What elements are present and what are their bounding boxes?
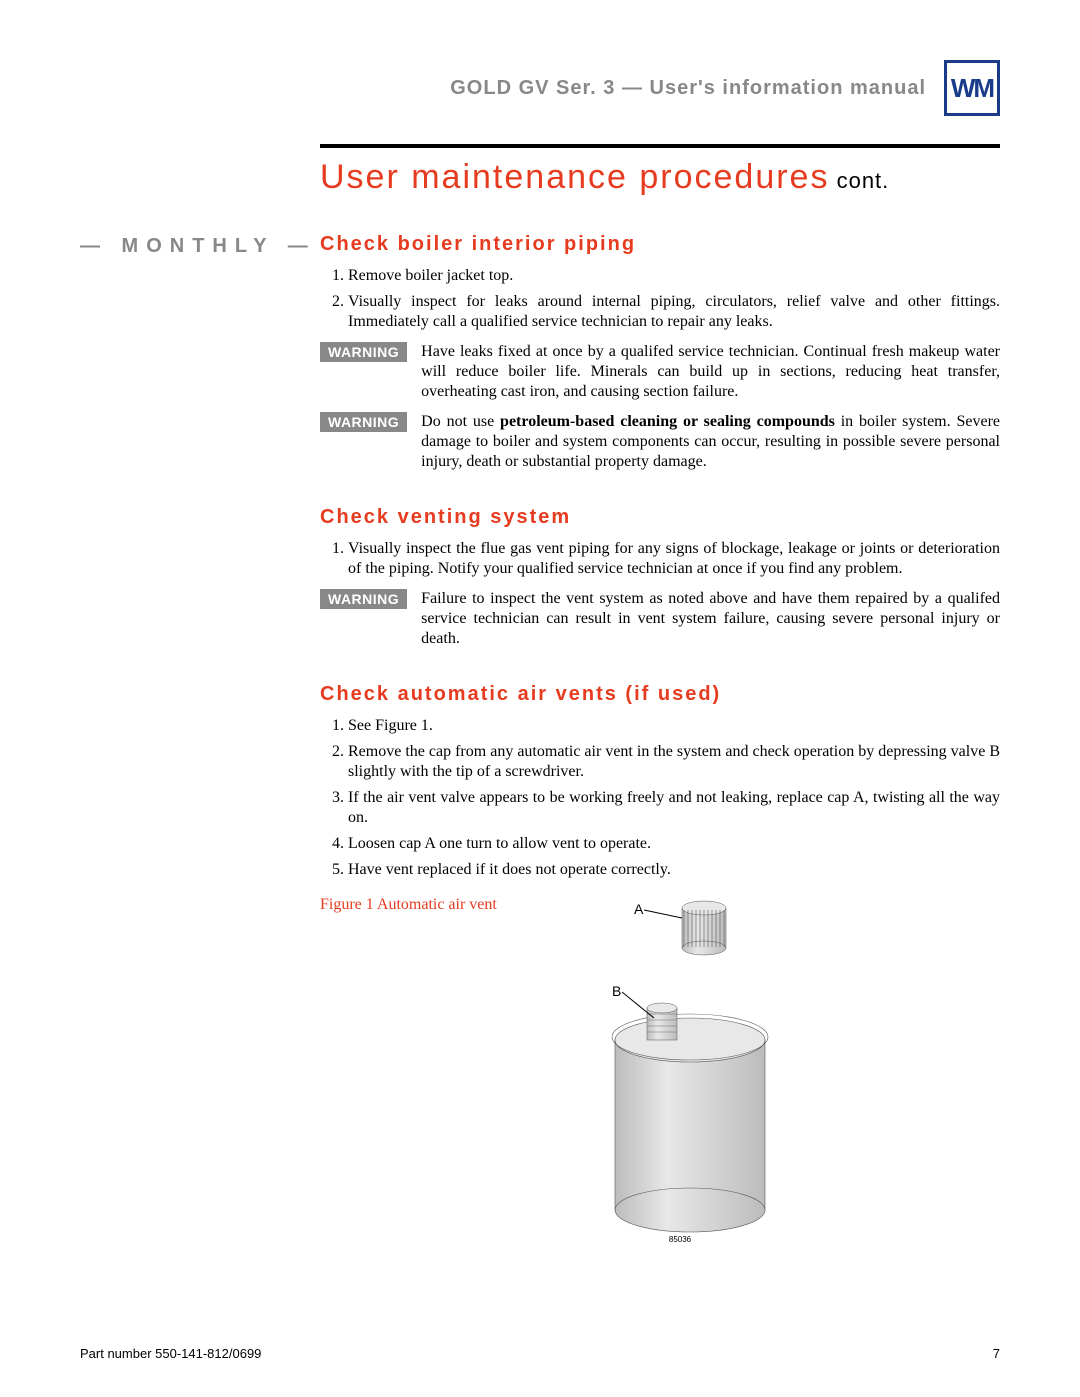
brand-logo: WM	[944, 60, 1000, 116]
warning-row: WARNING Have leaks fixed at once by a qu…	[320, 342, 1000, 402]
page-title: User maintenance procedures cont.	[320, 158, 1000, 197]
footer-page-number: 7	[993, 1346, 1000, 1361]
warning-text-bold: petroleum-based cleaning or sealing comp…	[500, 413, 835, 430]
page-footer: Part number 550-141-812/0699 7	[80, 1346, 1000, 1361]
warning-text-pre: Do not use	[421, 413, 500, 430]
figure-svg-wrap: A B 85036	[550, 890, 810, 1255]
step-item: Have vent replaced if it does not operat…	[348, 860, 1000, 880]
svg-text:A: A	[634, 901, 644, 917]
step-list: Visually inspect the flue gas vent pipin…	[320, 539, 1000, 579]
step-item: If the air vent valve appears to be work…	[348, 788, 1000, 828]
automatic-air-vent-figure: A B 85036	[550, 890, 810, 1250]
warning-badge: WARNING	[320, 589, 407, 609]
warning-badge: WARNING	[320, 412, 407, 432]
step-list: See Figure 1. Remove the cap from any au…	[320, 716, 1000, 880]
section-heading: Check automatic air vents (if used)	[320, 683, 1000, 706]
warning-text: Do not use petroleum-based cleaning or s…	[421, 412, 1000, 472]
section-heading: Check venting system	[320, 506, 1000, 529]
section-boiler-piping: Check boiler interior piping Remove boil…	[320, 233, 1000, 472]
page-title-main: User maintenance procedures	[320, 158, 829, 196]
step-item: Visually inspect for leaks around intern…	[348, 292, 1000, 332]
warning-badge: WARNING	[320, 342, 407, 362]
title-rule	[320, 144, 1000, 148]
step-item: Loosen cap A one turn to allow vent to o…	[348, 834, 1000, 854]
step-list: Remove boiler jacket top. Visually inspe…	[320, 266, 1000, 332]
page-title-cont: cont.	[829, 168, 889, 193]
section-venting: Check venting system Visually inspect th…	[320, 506, 1000, 649]
brand-logo-text: WM	[951, 73, 993, 104]
step-item: See Figure 1.	[348, 716, 1000, 736]
warning-text: Failure to inspect the vent system as no…	[421, 589, 1000, 649]
section-heading: Check boiler interior piping	[320, 233, 1000, 256]
monthly-label: — MONTHLY —	[80, 235, 320, 258]
section-air-vents: Check automatic air vents (if used) See …	[320, 683, 1000, 1255]
step-item: Remove the cap from any automatic air ve…	[348, 742, 1000, 782]
footer-part-number: Part number 550-141-812/0699	[80, 1346, 261, 1361]
svg-text:B: B	[612, 983, 621, 999]
warning-text: Have leaks fixed at once by a qualifed s…	[421, 342, 1000, 402]
svg-text:85036: 85036	[669, 1235, 692, 1244]
step-item: Remove boiler jacket top.	[348, 266, 1000, 286]
warning-row: WARNING Do not use petroleum-based clean…	[320, 412, 1000, 472]
header-title: GOLD GV Ser. 3 — User's information manu…	[450, 77, 926, 100]
figure-row: Figure 1 Automatic air vent A B 85036	[320, 890, 1000, 1255]
step-item: Visually inspect the flue gas vent pipin…	[348, 539, 1000, 579]
figure-caption: Figure 1 Automatic air vent	[320, 890, 550, 914]
warning-row: WARNING Failure to inspect the vent syst…	[320, 589, 1000, 649]
